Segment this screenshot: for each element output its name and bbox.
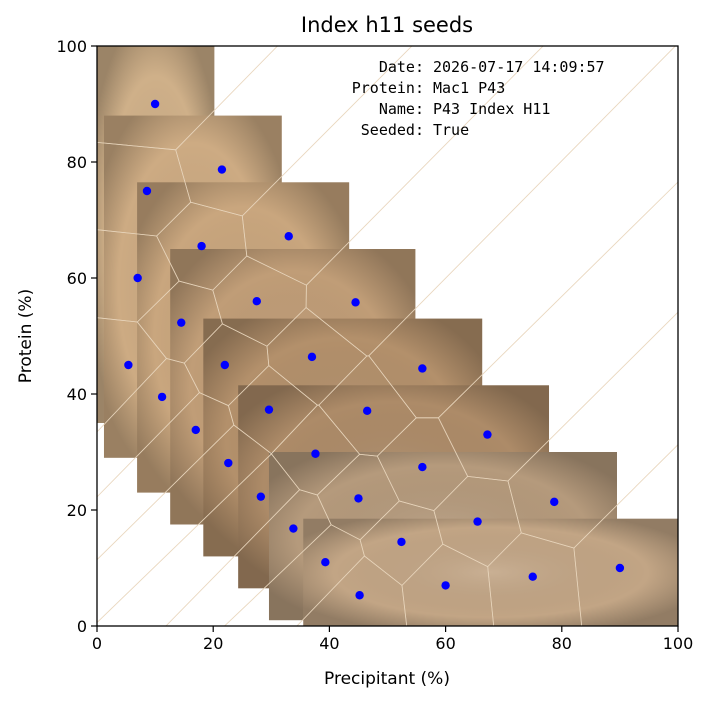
y-tick-label: 60 <box>67 269 87 288</box>
seed-point-3 <box>142 186 152 196</box>
seed-point-6 <box>133 273 142 283</box>
y-axis-ticks: 0 20 40 60 80 100 <box>56 37 97 636</box>
seed-point-11 <box>307 352 317 362</box>
seed-point-22 <box>550 497 559 507</box>
x-tick-label: 0 <box>92 634 102 653</box>
x-tick-label: 20 <box>203 634 223 653</box>
seed-point-26 <box>289 524 298 533</box>
seed-point-23 <box>354 494 363 503</box>
well-image-shading-8 <box>303 518 678 626</box>
annotation-key: Seeded: <box>361 121 424 139</box>
seed-point-30 <box>528 572 537 581</box>
x-tick-label: 60 <box>435 634 455 653</box>
seed-points <box>124 99 625 600</box>
seed-point-32 <box>355 591 364 600</box>
x-tick-label: 40 <box>319 634 339 653</box>
seed-point-13 <box>124 360 133 370</box>
annotation-value: Mac1 P43 <box>433 79 505 97</box>
seed-point-17 <box>483 430 492 439</box>
chart-title: Index h11 seeds <box>301 13 473 37</box>
seed-point-16 <box>264 405 274 414</box>
voronoi-cell-lines <box>97 46 678 626</box>
seed-point-24 <box>256 492 266 501</box>
seed-point-28 <box>615 563 625 573</box>
seed-point-27 <box>397 537 406 547</box>
x-axis-ticks: 0 20 40 60 80 100 <box>92 626 693 653</box>
voronoi-cell <box>401 543 495 626</box>
annotation-value: 2026-07-17 14:09:57 <box>433 58 605 76</box>
seed-point-1 <box>150 99 160 109</box>
y-tick-label: 40 <box>67 385 87 404</box>
annotation-value: P43 Index H11 <box>433 100 550 118</box>
annotation-key: Name: <box>379 100 424 118</box>
seed-point-21 <box>224 458 233 468</box>
seed-point-7 <box>351 298 360 307</box>
seed-point-14 <box>157 392 167 402</box>
seed-point-19 <box>311 449 320 458</box>
seed-point-15 <box>362 406 372 416</box>
seed-point-18 <box>191 425 200 435</box>
x-tick-label: 80 <box>552 634 572 653</box>
seed-point-8 <box>252 297 261 306</box>
x-axis-label: Precipitant (%) <box>324 669 450 689</box>
seed-point-29 <box>321 558 330 567</box>
y-tick-label: 80 <box>67 153 87 172</box>
annotation-key: Date: <box>379 58 424 76</box>
annotation-value: True <box>433 121 469 139</box>
plot-frame <box>96 45 679 627</box>
x-tick-label: 100 <box>663 634 694 653</box>
seed-point-25 <box>473 517 482 526</box>
seed-point-5 <box>197 241 206 251</box>
seed-point-4 <box>284 232 293 241</box>
y-tick-label: 20 <box>67 501 87 520</box>
y-tick-label: 0 <box>77 617 87 636</box>
seed-point-31 <box>441 581 450 590</box>
seed-point-2 <box>217 165 227 174</box>
seed-point-9 <box>177 318 186 327</box>
y-tick-label: 100 <box>56 37 87 56</box>
voronoi-cell <box>296 555 408 626</box>
voronoi-cell <box>573 444 678 626</box>
seed-point-10 <box>418 364 427 373</box>
annotation-key: Protein: <box>352 79 424 97</box>
seed-point-12 <box>220 360 230 370</box>
seed-point-20 <box>418 462 427 472</box>
metadata-annotation: Date: 2026-07-17 14:09:57 Protein: Mac1 P43… <box>352 58 605 139</box>
voronoi-cell <box>487 532 583 626</box>
y-axis-label: Protein (%) <box>16 289 36 383</box>
